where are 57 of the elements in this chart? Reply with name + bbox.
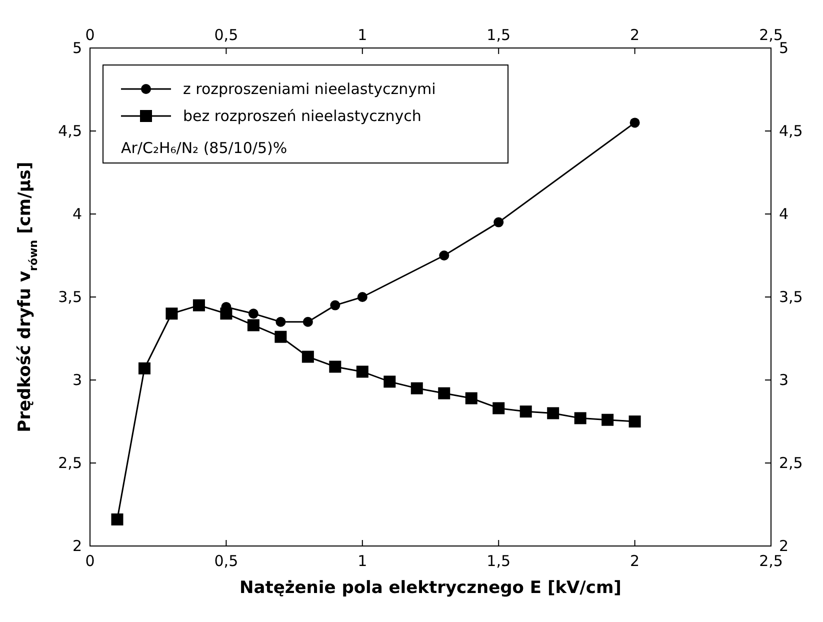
x2-tick-label: 2 (630, 552, 640, 570)
x2-tick-label: 1 (358, 552, 368, 570)
point (492, 402, 505, 414)
point (330, 300, 340, 310)
y2-tick-label: 3,5 (779, 288, 803, 306)
y2-tick-label: 5 (779, 39, 789, 57)
x-tick-label: 1 (358, 26, 368, 44)
point (138, 362, 150, 374)
point (248, 308, 258, 319)
point (329, 360, 342, 373)
point (166, 308, 178, 320)
point (276, 316, 286, 327)
point (357, 292, 368, 302)
point (602, 414, 614, 426)
point (494, 217, 504, 228)
y-tick-label: 5 (72, 39, 82, 57)
point (410, 382, 423, 394)
legend-label: z rozproszeniami nieelastycznymi (183, 80, 436, 98)
x2-tick-label: 2,5 (759, 552, 783, 570)
point (274, 330, 287, 343)
y-tick-label: 2 (72, 537, 82, 555)
x-tick-label: 0,5 (214, 26, 238, 44)
point (520, 406, 532, 418)
point (438, 387, 450, 400)
point (439, 250, 450, 260)
point (302, 316, 313, 327)
point (547, 407, 560, 420)
point (247, 319, 260, 332)
point (356, 366, 368, 378)
legend-label: bez rozproszeń nieelastycznych (183, 107, 422, 125)
x-tick-label: 0 (85, 26, 95, 44)
annotation: Ar/C₂H₆/N₂ (85/10/5)% (121, 139, 288, 157)
y2-tick-label: 2,5 (779, 454, 803, 472)
y2-tick-label: 4 (779, 205, 789, 223)
point (192, 299, 205, 312)
x-tick-label: 2 (630, 26, 640, 44)
point (302, 350, 314, 363)
x2-tick-label: 0,5 (214, 552, 238, 570)
point (111, 513, 124, 526)
point (628, 416, 641, 428)
y-tick-label: 4 (72, 205, 82, 223)
x-tick-label: 1,5 (486, 26, 511, 44)
point (384, 376, 396, 388)
y2-tick-label: 4,5 (779, 122, 803, 140)
y-tick-label: 3 (72, 371, 82, 389)
point (630, 118, 640, 128)
y2-tick-label: 2 (779, 537, 789, 555)
y2-tick-label: 3 (779, 371, 789, 389)
point (574, 412, 586, 424)
y-tick-label: 3,5 (58, 288, 82, 306)
point (220, 308, 232, 320)
x2-tick-label: 0 (85, 552, 95, 570)
x2-tick-label: 1,5 (486, 552, 511, 570)
y-tick-label: 2,5 (58, 454, 82, 472)
y-tick-label: 4,5 (58, 122, 82, 140)
point (465, 392, 478, 404)
x-axis-title: Natężenie pola elektrycznego E [kV/cm] (240, 578, 622, 598)
